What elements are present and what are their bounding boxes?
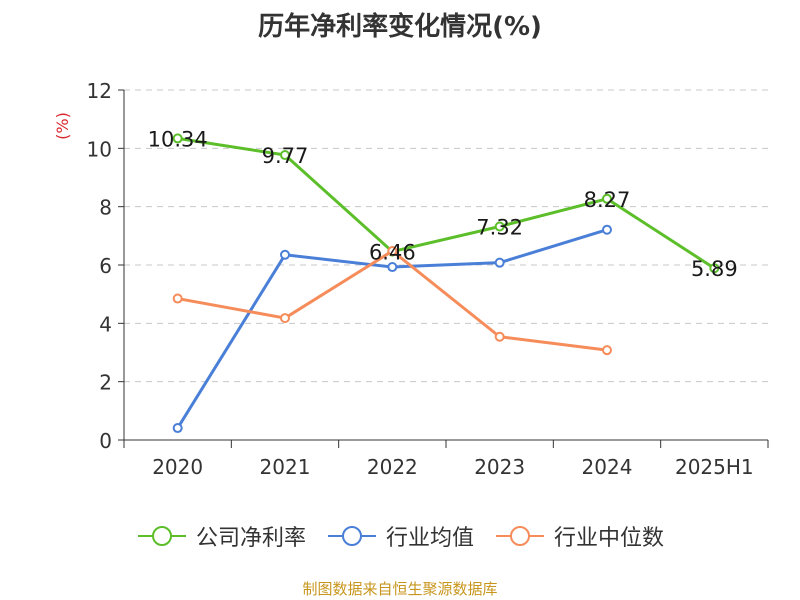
legend-label: 公司净利率: [195, 526, 306, 551]
data-label: 5.89: [691, 257, 738, 281]
legend-marker: [137, 526, 186, 546]
x-tick-label: 2020: [152, 455, 203, 479]
data-point: [494, 221, 505, 232]
legend-marker: [327, 526, 376, 546]
legend-item[interactable]: 公司净利率: [136, 520, 306, 552]
x-tick-label: 2022: [367, 455, 418, 479]
data-point: [494, 257, 505, 268]
data-label: 7.32: [476, 216, 523, 240]
series-line-0: [177, 136, 716, 270]
legend-item[interactable]: 行业中位数: [494, 520, 664, 552]
data-point: [494, 331, 505, 342]
x-tick-label: 2025H1: [675, 455, 754, 479]
y-tick-label: 10: [87, 137, 112, 161]
data-point: [602, 193, 612, 204]
data-label: 9.77: [262, 144, 309, 168]
legend: 公司净利率 行业均值 行业中位数: [0, 520, 800, 552]
data-label: 8.27: [584, 188, 631, 212]
data-point: [280, 249, 290, 260]
series-lines: [172, 133, 720, 434]
axes: 0 2 4 6 8 10 12 2020 2021 2022 2023 2024 2025H1: [87, 79, 769, 479]
chart-title: 历年净利率变化情况(%): [258, 12, 542, 42]
legend-label: 行业中位数: [554, 526, 665, 551]
data-label: 10.34: [148, 127, 208, 151]
y-tick-label: 2: [99, 371, 112, 395]
x-tick-label: 2023: [474, 455, 525, 479]
data-point: [602, 224, 612, 235]
y-tick-label: 6: [99, 254, 112, 278]
data-point: [387, 262, 398, 273]
data-point: [709, 263, 720, 274]
data-point: [602, 345, 612, 356]
data-point: [280, 313, 290, 324]
y-axis-label: (%): [53, 112, 72, 140]
y-tick-label: 12: [87, 79, 112, 103]
y-tick-label: 4: [99, 312, 112, 336]
legend-marker: [496, 526, 544, 546]
grid-lines: [124, 89, 768, 383]
data-point: [172, 423, 183, 434]
data-point: [280, 150, 290, 161]
data-point: [172, 293, 183, 304]
data-point: [172, 133, 183, 144]
data-point: [387, 246, 398, 256]
legend-item[interactable]: 行业均值: [326, 520, 474, 552]
y-tick-label: 0: [99, 429, 112, 453]
legend-label: 行业均值: [385, 526, 474, 551]
x-tick-label: 2021: [260, 455, 311, 479]
x-tick-label: 2024: [582, 455, 633, 479]
y-tick-label: 8: [99, 196, 112, 220]
data-labels: 10.34 9.77 6.46 7.32 8.27 5.89: [148, 127, 738, 281]
data-label: 6.46: [369, 241, 416, 265]
source-note: 制图数据来自恒生聚源数据库: [302, 580, 498, 598]
